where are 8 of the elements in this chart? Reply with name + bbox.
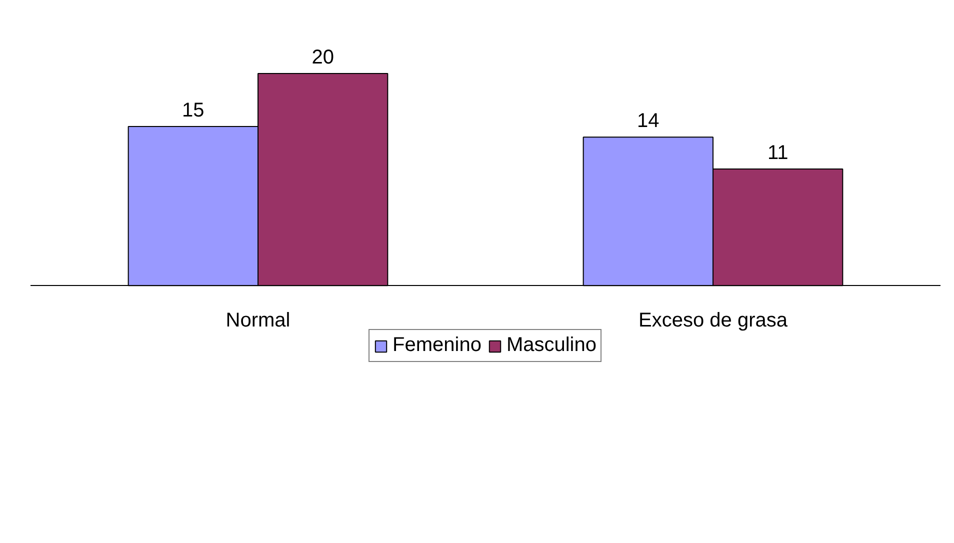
x-tick-label: Exceso de grasa [638,310,788,332]
data-label: 11 [767,142,788,164]
legend-label: Femenino [392,334,482,357]
legend-label: Masculino [506,334,596,357]
data-label: 20 [312,46,334,69]
data-label: 15 [182,100,204,122]
data-label: 14 [637,110,660,132]
x-tick-label: Normal [226,310,290,332]
